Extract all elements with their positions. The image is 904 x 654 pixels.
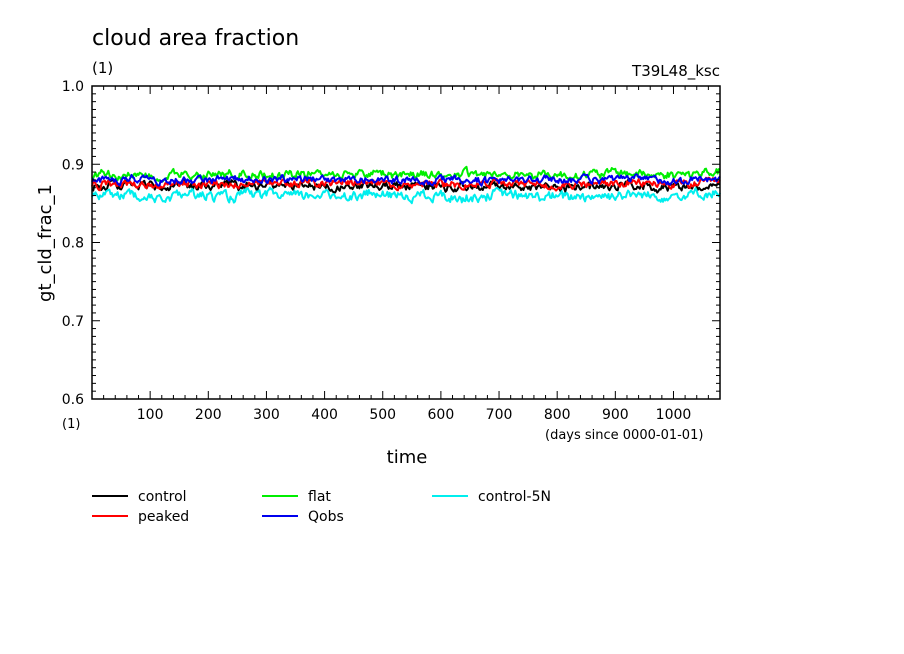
series-line-Qobs	[91, 173, 721, 187]
legend-label: Qobs	[308, 509, 344, 525]
x-tick-label: 300	[253, 407, 280, 423]
run-label: T39L48_ksc	[631, 62, 720, 81]
y-tick-label: 0.7	[62, 314, 84, 330]
series-line-control-5N	[91, 186, 721, 205]
x-axis-label: time	[387, 447, 428, 468]
series-line-flat	[91, 165, 721, 183]
series-line-peaked	[91, 176, 721, 192]
chart-title: cloud area fraction	[92, 26, 299, 51]
x-tick-label: 1000	[656, 407, 692, 423]
legend: control peaked flat Qobs control-5N	[92, 489, 551, 525]
x-tick-label: 200	[195, 407, 222, 423]
legend-label: flat	[308, 489, 331, 505]
x-tick-label: 400	[311, 407, 338, 423]
y-axis-label: gt_cld_frac_1	[35, 184, 56, 302]
x-unit: (days since 0000-01-01)	[545, 428, 703, 443]
title-unit: (1)	[92, 59, 113, 77]
x-tick-label: 600	[428, 407, 455, 423]
series-line-control	[91, 177, 721, 194]
y-tick-labels: 0.6 0.7 0.8 0.9 1.0	[62, 79, 84, 408]
y-tick-label: 0.8	[62, 236, 84, 252]
x-tick-label: 100	[137, 407, 164, 423]
plot-area	[91, 165, 721, 205]
x-tick-label: 900	[602, 407, 629, 423]
y-tick-label: 0.9	[62, 157, 84, 173]
x-tick-label: 500	[369, 407, 396, 423]
legend-label: control-5N	[478, 489, 551, 505]
x-tick-label: 700	[486, 407, 513, 423]
y-tick-label: 1.0	[62, 79, 84, 95]
x-tick-label: 800	[544, 407, 571, 423]
plot-frame	[91, 85, 721, 400]
legend-label: peaked	[138, 509, 189, 525]
y-tick-label: 0.6	[62, 392, 84, 408]
y-unit: (1)	[62, 417, 80, 432]
x-tick-labels: 100 200 300 400 500 600 700 800 900 1000	[137, 407, 692, 423]
legend-label: control	[138, 489, 187, 505]
